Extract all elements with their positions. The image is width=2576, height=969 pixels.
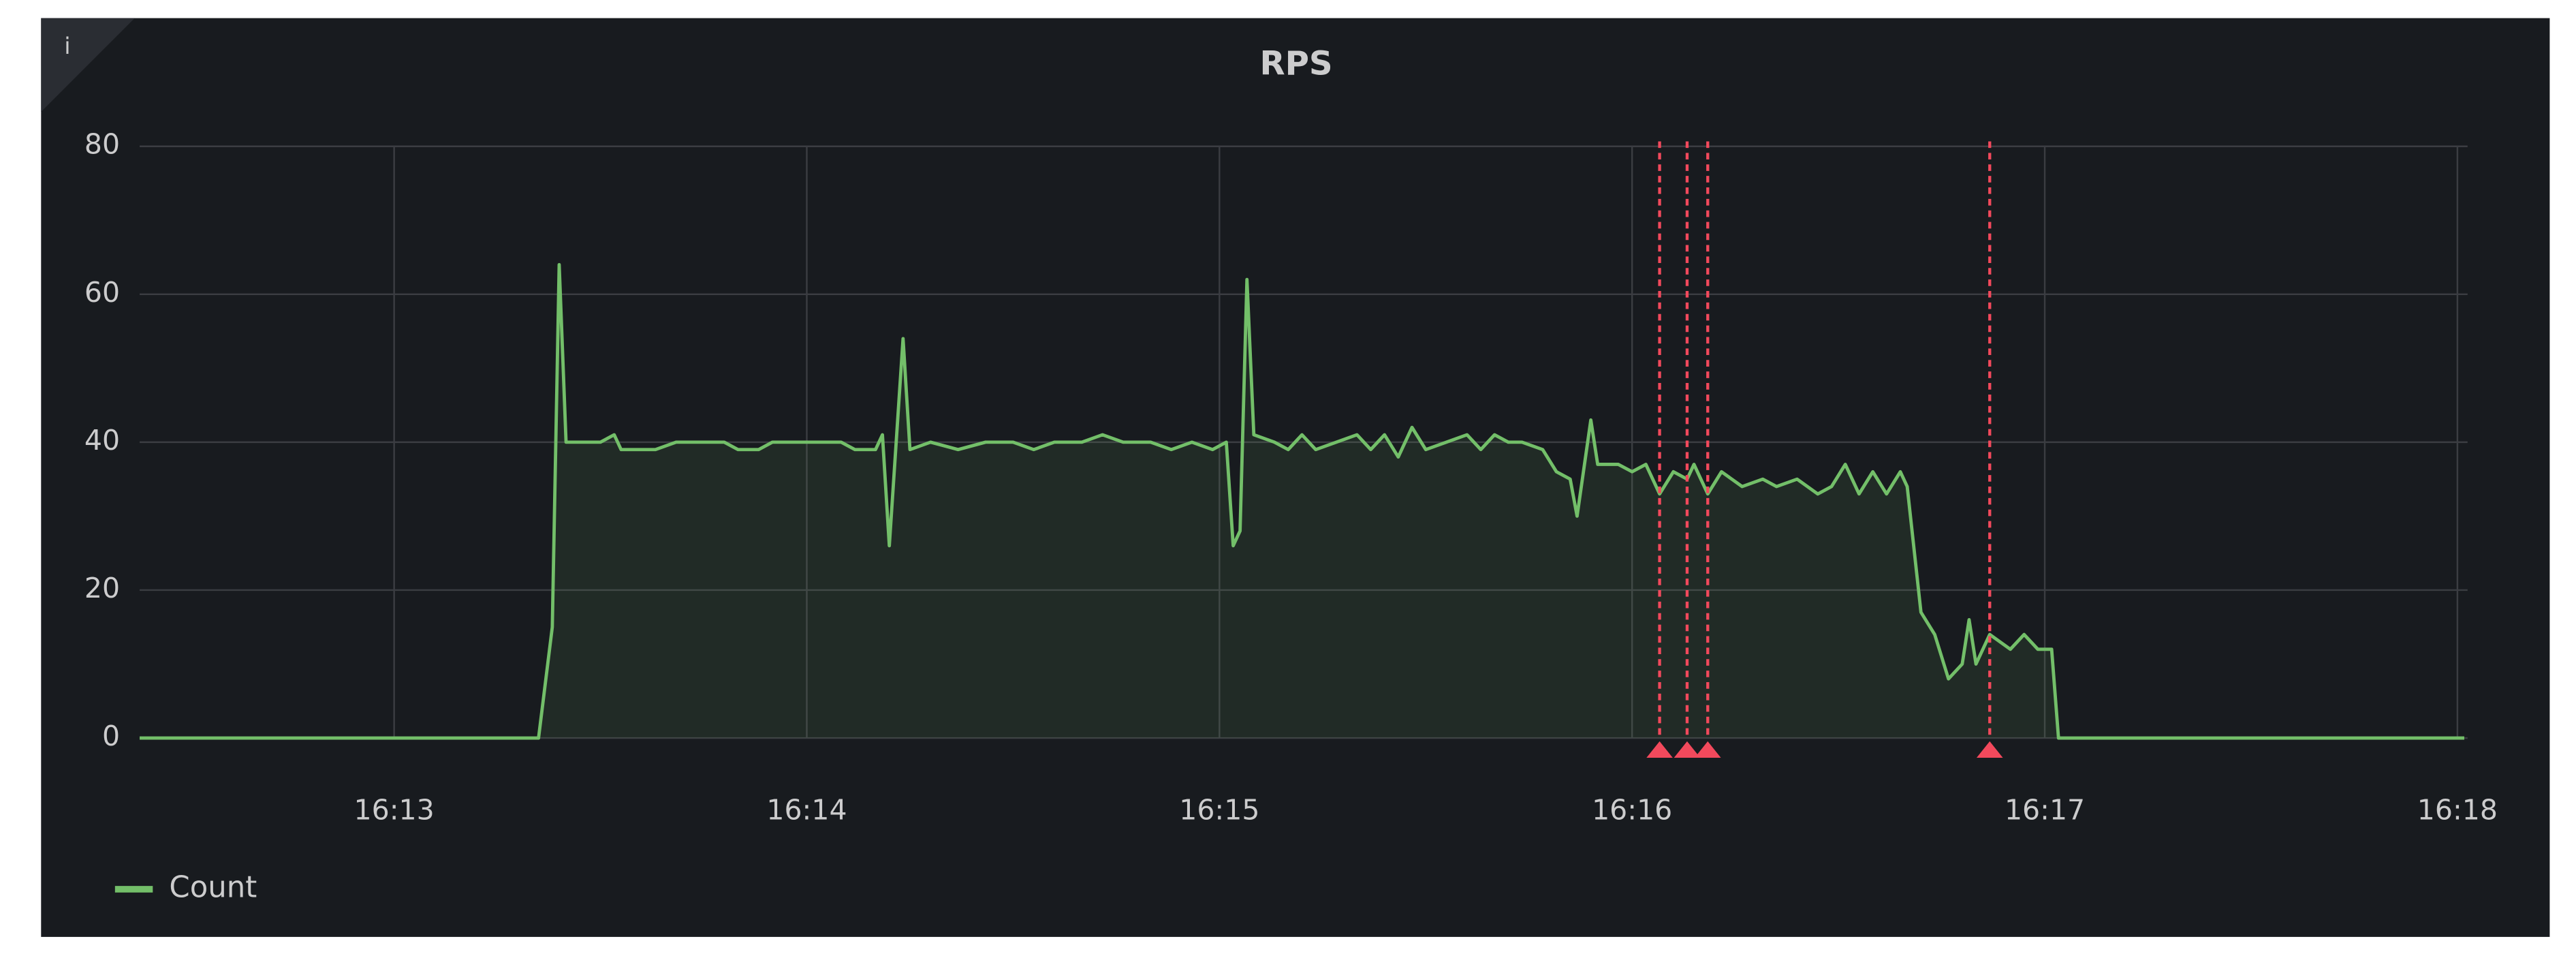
area-fill bbox=[140, 264, 2464, 739]
y-tick-label: 20 bbox=[84, 572, 120, 604]
legend-label[interactable]: Count bbox=[169, 870, 257, 904]
annotation-marker bbox=[1694, 741, 1721, 758]
chart-title: RPS bbox=[1259, 45, 1332, 83]
y-tick-label: 40 bbox=[84, 424, 120, 457]
info-icon[interactable]: i bbox=[64, 33, 70, 60]
x-tick-label: 16:18 bbox=[2417, 794, 2498, 827]
y-tick-label: 0 bbox=[102, 720, 120, 752]
annotation-marker bbox=[1674, 741, 1701, 758]
y-tick-label: 80 bbox=[84, 128, 120, 161]
annotation-marker bbox=[1976, 741, 2003, 758]
x-tick-label: 16:14 bbox=[766, 794, 847, 827]
x-tick-label: 16:16 bbox=[1592, 794, 1672, 827]
y-tick-label: 60 bbox=[84, 276, 120, 309]
info-corner[interactable] bbox=[41, 18, 135, 112]
x-tick-label: 16:15 bbox=[1179, 794, 1259, 827]
x-tick-label: 16:13 bbox=[354, 794, 435, 827]
annotation-marker bbox=[1646, 741, 1673, 758]
panel bbox=[41, 18, 2550, 937]
series-line bbox=[140, 262, 2464, 740]
x-tick-label: 16:17 bbox=[2005, 794, 2085, 827]
